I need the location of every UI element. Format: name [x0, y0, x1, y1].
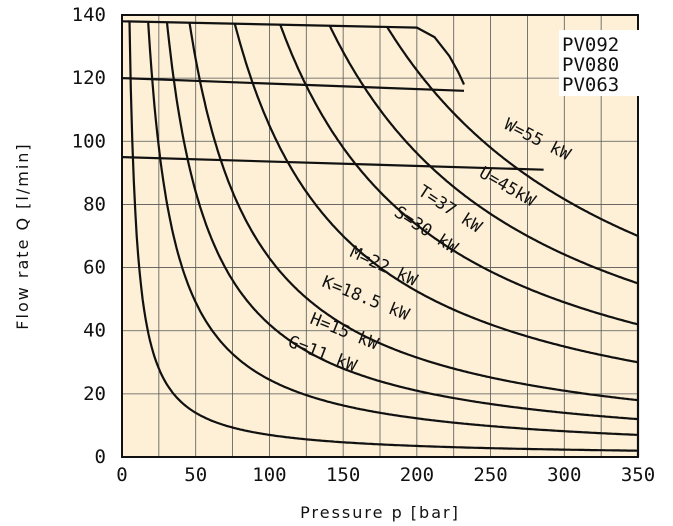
- legend-item-pv063: PV063: [562, 74, 619, 96]
- power-curve-37kw: [279, 24, 639, 326]
- tick-labels: 0 50 100 150 200 250 300 350 0 20 40 60 80 100 120 140: [72, 4, 655, 486]
- y-tick-label: 40: [83, 320, 106, 342]
- y-tick-label: 120: [72, 67, 106, 89]
- y-axis-title: Flow rate Q [l/min]: [13, 142, 32, 329]
- pump-limit-line-pv063: [121, 156, 544, 171]
- power-curve-55kw: [386, 26, 639, 238]
- plot-frame: [121, 14, 639, 458]
- power-curve-11kw: [128, 21, 638, 452]
- legend-box: PV092 PV080 PV063: [559, 30, 658, 96]
- y-tick-label: 20: [83, 383, 106, 405]
- legend-background: [559, 30, 658, 96]
- y-tick-label: 0: [95, 446, 106, 468]
- pump-limit-line-pv080: [121, 77, 465, 92]
- y-tick-label: 140: [72, 4, 106, 26]
- pump-limit-line-pv092: [121, 20, 465, 85]
- power-curve-30kw: [233, 23, 639, 364]
- y-tick-label: 100: [72, 130, 106, 152]
- y-tick-label: 80: [83, 193, 106, 215]
- x-tick-label: 250: [473, 464, 507, 486]
- power-curve-15kw: [147, 21, 639, 436]
- y-tick-label: 60: [83, 257, 106, 279]
- x-tick-label: 150: [326, 464, 360, 486]
- power-curve-18.5kw: [165, 22, 639, 421]
- x-tick-label: 0: [116, 464, 127, 486]
- x-axis-title: Pressure p [bar]: [300, 503, 460, 522]
- x-tick-label: 50: [184, 464, 207, 486]
- curves: [121, 20, 640, 457]
- legend-item-pv080: PV080: [562, 54, 619, 76]
- power-curve-22kw: [188, 22, 639, 402]
- legend-item-pv092: PV092: [562, 34, 619, 56]
- x-tick-label: 350: [621, 464, 655, 486]
- power-curve-45kw: [328, 25, 639, 285]
- x-tick-label: 300: [547, 464, 581, 486]
- x-tick-label: 200: [400, 464, 434, 486]
- x-tick-label: 100: [252, 464, 286, 486]
